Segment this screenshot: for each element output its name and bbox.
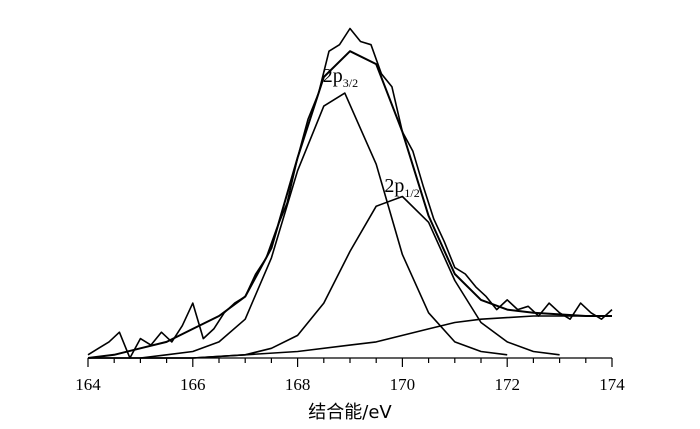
peak-label-subscript: 1/2 [404,186,419,200]
x-tick-label: 172 [494,375,520,394]
series-background [88,315,612,359]
x-ticks-group [87,358,613,367]
x-tick-label: 168 [285,375,311,394]
peak-label-subscript: 3/2 [343,76,358,90]
x-tick-label: 166 [180,375,206,394]
peak-label-3-2: 2p3/2 [323,65,358,90]
peak-label-1-2: 2p1/2 [384,175,419,200]
peak-label-base: 2p [384,175,404,197]
x-axis-title: 结合能/eV [308,402,392,423]
x-tick-labels-group: 164 166 168 170 172 174 [75,375,625,394]
x-tick-label: 170 [390,375,416,394]
peak-label-base: 2p [323,65,343,87]
series-component-2p1-2 [140,195,560,359]
curves-group [87,27,613,359]
series-envelope [87,50,612,359]
series-component-2p3-2 [88,92,508,359]
x-tick-label: 174 [599,375,625,394]
x-tick-label: 164 [75,375,101,394]
